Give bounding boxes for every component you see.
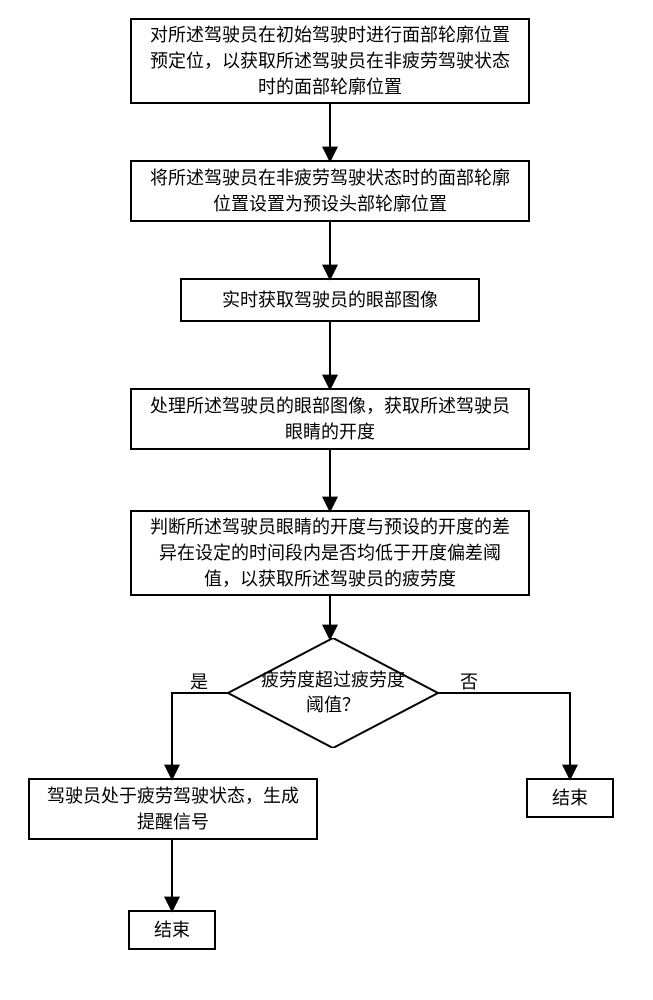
node-text: 实时获取驾驶员的眼部图像 [222, 287, 438, 313]
edge-label-no: 否 [460, 668, 478, 694]
process-compute-eye-opening: 处理所述驾驶员的眼部图像，获取所述驾驶员眼睛的开度 [130, 388, 530, 450]
node-text: 将所述驾驶员在非疲劳驾驶状态时的面部轮廓位置设置为预设头部轮廓位置 [142, 165, 518, 217]
node-text: 结束 [154, 917, 190, 943]
process-acquire-eye-image: 实时获取驾驶员的眼部图像 [180, 278, 480, 322]
node-text: 驾驶员处于疲劳驾驶状态，生成提醒信号 [40, 783, 306, 835]
node-text: 结束 [552, 785, 588, 811]
process-judge-opening-threshold: 判断所述驾驶员眼睛的开度与预设的开度的差异在设定的时间段内是否均低于开度偏差阈值… [130, 510, 530, 596]
decision-fatigue-over-threshold: 疲劳度超过疲劳度阈值？ [228, 638, 438, 748]
process-set-preset-head-contour: 将所述驾驶员在非疲劳驾驶状态时的面部轮廓位置设置为预设头部轮廓位置 [130, 160, 530, 222]
node-text: 对所述驾驶员在初始驾驶时进行面部轮廓位置预定位，以获取所述驾驶员在非疲劳驾驶状态… [142, 22, 518, 100]
node-text: 判断所述驾驶员眼睛的开度与预设的开度的差异在设定的时间段内是否均低于开度偏差阈值… [142, 514, 518, 592]
edge-label-yes: 是 [190, 668, 208, 694]
label-text: 否 [460, 672, 478, 692]
node-text: 处理所述驾驶员的眼部图像，获取所述驾驶员眼睛的开度 [142, 393, 518, 445]
terminator-end-yes: 结束 [128, 910, 216, 950]
process-generate-alert: 驾驶员处于疲劳驾驶状态，生成提醒信号 [28, 778, 318, 840]
node-text: 疲劳度超过疲劳度阈值？ [258, 668, 408, 718]
terminator-end-no: 结束 [526, 778, 614, 818]
decision-label: 疲劳度超过疲劳度阈值？ [228, 638, 438, 748]
process-initial-face-positioning: 对所述驾驶员在初始驾驶时进行面部轮廓位置预定位，以获取所述驾驶员在非疲劳驾驶状态… [130, 18, 530, 104]
flow-connectors [0, 0, 653, 1000]
label-text: 是 [190, 672, 208, 692]
